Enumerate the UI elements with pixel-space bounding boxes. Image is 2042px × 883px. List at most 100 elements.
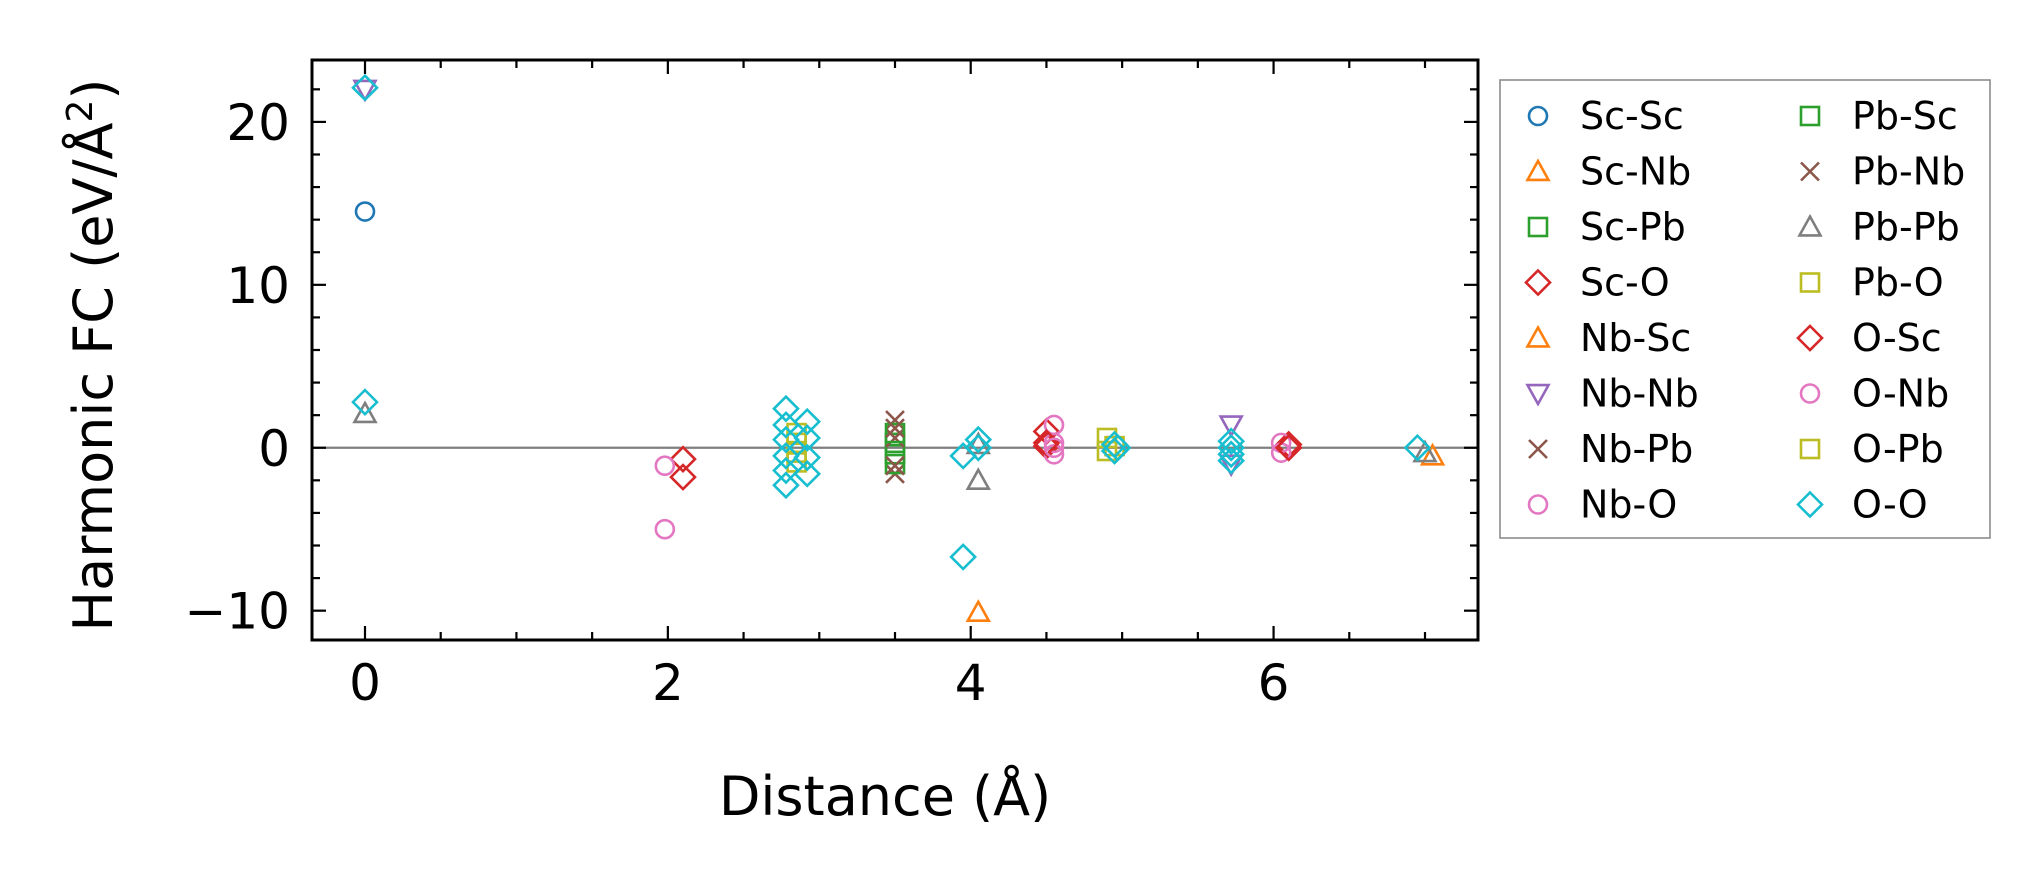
point-pb-o-3 [1096,440,1118,462]
point-o-o-5 [772,442,800,470]
plot-frame [310,58,1480,642]
legend-marker-sc-o [1524,268,1552,297]
series-o-sc [1032,429,1303,462]
legend-entry-nb-pb: Nb-Pb [1528,427,1693,471]
legend-marker-o-sc [1796,324,1824,352]
legend-entry-nb-sc: Nb-Sc [1525,316,1691,360]
x-tick-label-0: 0 [349,654,381,712]
legend-entry-nb-o: Nb-O [1527,483,1677,527]
series-sc-o [669,417,1303,491]
legend-label-pb-pb: Pb-Pb [1852,205,1960,249]
legend-marker-nb-nb [1525,383,1551,407]
point-o-sc-1 [1274,433,1303,462]
legend-label-pb-sc: Pb-Sc [1852,94,1958,138]
y-axis-label: Harmonic FC (eV/Å2) [60,79,125,632]
legend-marker-nb-o [1527,494,1549,515]
legend-marker-o-nb [1799,383,1821,404]
point-o-o-8 [793,407,822,436]
legend-entry-nb-nb: Nb-Nb [1525,372,1699,416]
y-tick-label-2: 10 [226,257,290,315]
point-o-o-11 [793,459,822,488]
y-tick-label-1: 0 [258,420,290,478]
legend-marker-pb-sc [1799,105,1821,127]
point-o-o-1 [351,388,379,416]
legend-entry-sc-o: Sc-O [1524,261,1670,305]
y-axis-label-main: Harmonic FC (eV/Å [61,122,125,631]
legend-label-sc-o: Sc-O [1580,261,1670,305]
legend-label-o-o: O-O [1852,483,1928,527]
legend-marker-o-o [1796,490,1824,519]
legend-marker-sc-pb [1527,216,1549,238]
legend-label-pb-o: Pb-O [1852,261,1944,305]
point-nb-pb-1 [885,428,905,448]
point-pb-nb-1 [885,455,905,476]
point-pb-sc-1 [884,453,906,475]
point-o-o-22 [1217,446,1246,475]
series-o-nb [1043,437,1065,459]
legend-label-nb-sc: Nb-Sc [1580,316,1691,360]
y-tick-label-3: 20 [226,94,290,152]
point-o-o-2 [772,394,800,423]
point-o-o-9 [793,424,822,452]
legend-marker-nb-sc [1525,324,1551,348]
point-nb-o-1 [654,455,676,476]
legend-label-o-nb: O-Nb [1852,372,1949,416]
point-nb-nb-1 [1218,415,1244,439]
legend-frame [1499,79,1991,539]
legend-entry-sc-sc: Sc-Sc [1527,94,1684,138]
axis-labels: Distance (Å) Harmonic FC (eV/Å2) [60,79,1051,828]
point-o-o-21 [1217,440,1246,469]
point-pb-pb-0 [352,400,378,424]
legend-entry-o-pb: O-Pb [1799,427,1944,471]
point-o-pb-1 [786,442,807,463]
legend-marker-sc-sc [1527,105,1549,127]
legend-label-o-sc: O-Sc [1852,316,1942,360]
legend-label-sc-nb: Sc-Nb [1580,150,1691,194]
point-o-o-18 [1103,433,1132,462]
point-o-o-19 [1217,427,1246,456]
legend-entry-pb-sc: Pb-Sc [1799,94,1958,138]
axes: 0 2 4 6 −10 0 10 20 [184,58,1480,712]
point-o-o-20 [1217,433,1246,462]
point-o-nb-0 [1043,437,1065,459]
legend-entry-pb-nb: Pb-Nb [1800,150,1965,194]
legend-label-sc-sc: Sc-Sc [1580,94,1684,138]
x-tick-label-1: 2 [652,654,684,712]
legend-entry-pb-o: Pb-O [1799,261,1944,305]
point-nb-nb-0 [352,79,378,103]
legend-marker-o-pb [1799,438,1821,460]
plot-area [312,73,1478,623]
legend-marker-sc-nb [1525,158,1551,182]
point-o-o-14 [964,425,993,454]
x-tick-label-3: 6 [1258,654,1290,712]
legend: Sc-Sc Sc-Nb Sc-Pb Sc-O Nb-Sc Nb-Nb Nb-Pb Nb-O Pb… [1499,79,1991,539]
point-o-o-3 [772,411,800,439]
legend-label-o-pb: O-Pb [1852,427,1944,471]
legend-entry-pb-pb: Pb-Pb [1797,205,1960,249]
point-pb-pb-3 [1412,439,1438,463]
point-o-o-13 [949,543,977,571]
series-pb-nb [885,418,905,476]
legend-label-nb-nb: Nb-Nb [1580,372,1699,416]
legend-entry-o-o: O-O [1796,483,1928,527]
point-sc-o-1 [669,463,697,491]
point-sc-o-0 [669,445,697,473]
point-o-o-23 [1403,433,1432,462]
series-nb-nb [352,79,1244,478]
x-tick-label-2: 4 [955,654,987,712]
point-pb-pb-1 [965,467,991,491]
point-nb-o-0 [654,518,676,540]
series-o-o [351,73,1432,571]
point-o-o-0 [351,73,379,102]
legend-entry-o-sc: O-Sc [1796,316,1942,360]
point-o-o-7 [772,471,800,500]
point-sc-sc-0 [354,201,376,222]
legend-entry-sc-pb: Sc-Pb [1527,205,1686,249]
y-tick-label-0: −10 [184,583,290,641]
point-nb-nb-2 [1218,454,1244,478]
legend-entry-sc-nb: Sc-Nb [1525,150,1691,194]
point-nb-sc-0 [1419,442,1446,466]
series-nb-sc [1419,442,1446,466]
legend-label-nb-o: Nb-O [1580,483,1677,527]
